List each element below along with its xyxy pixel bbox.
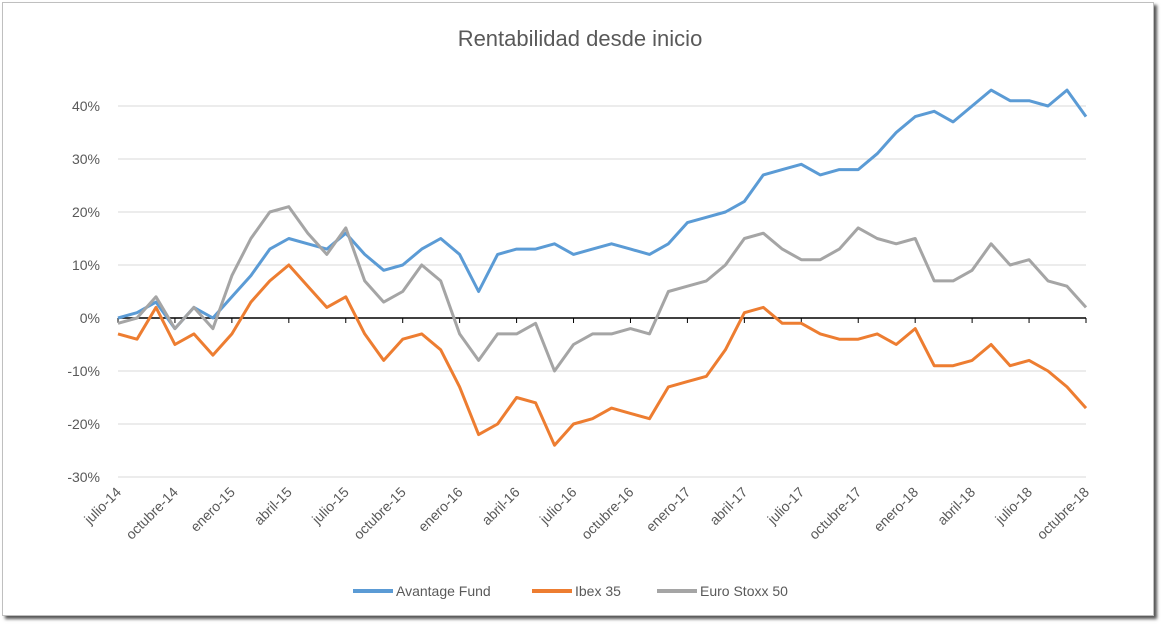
x-tick-label: octubre-17	[806, 484, 865, 543]
legend-label: Euro Stoxx 50	[700, 583, 788, 599]
x-tick-label: julio-18	[991, 484, 1035, 528]
y-tick-label: 20%	[72, 204, 100, 220]
y-tick-label: 30%	[72, 151, 100, 167]
x-tick-label: abril-18	[934, 484, 978, 528]
x-tick-label: julio-17	[763, 484, 807, 528]
x-tick-label: enero-17	[643, 484, 694, 535]
x-tick-label: enero-16	[415, 484, 466, 535]
x-tick-label: enero-18	[870, 484, 921, 535]
x-tick-label: abril-15	[251, 484, 295, 528]
x-tick-label: octubre-18	[1033, 484, 1092, 543]
y-tick-label: -20%	[67, 416, 100, 432]
x-tick-label: octubre-16	[578, 484, 637, 543]
chart-title: Rentabilidad desde inicio	[458, 26, 703, 51]
x-tick-label: julio-15	[308, 484, 352, 528]
x-tick-label: julio-16	[536, 484, 580, 528]
legend-label: Avantage Fund	[396, 583, 491, 599]
series-line-avantage-fund	[117, 88, 1088, 331]
x-tick-label: julio-14	[80, 484, 124, 528]
y-tick-label: 0%	[80, 310, 100, 326]
series-line-ibex-35	[117, 263, 1088, 447]
y-tick-label: 40%	[72, 98, 100, 114]
legend-label: Ibex 35	[575, 583, 621, 599]
x-tick-label: octubre-14	[122, 484, 181, 543]
y-tick-label: -10%	[67, 363, 100, 379]
x-tick-label: abril-17	[706, 484, 750, 528]
x-tick-label: abril-16	[478, 484, 522, 528]
series-line-euro-stoxx-50	[117, 205, 1088, 373]
y-tick-label: -30%	[67, 469, 100, 485]
x-tick-label: octubre-15	[350, 484, 409, 543]
y-tick-label: 10%	[72, 257, 100, 273]
x-tick-label: enero-15	[187, 484, 238, 535]
